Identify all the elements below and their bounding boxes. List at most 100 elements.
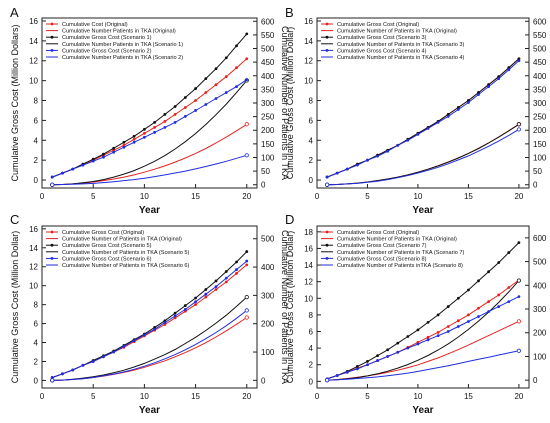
data-point	[173, 314, 177, 318]
data-point	[245, 250, 249, 253]
data-point	[235, 66, 238, 70]
data-point	[122, 145, 126, 149]
data-point	[173, 105, 177, 108]
y-left-tick-label: 14	[29, 244, 38, 253]
y-left-tick-label: 16	[304, 244, 313, 253]
plot-frame	[41, 225, 258, 389]
data-point	[91, 360, 95, 363]
data-point	[244, 153, 249, 158]
data-point	[112, 150, 116, 154]
data-point	[446, 330, 450, 333]
data-point	[456, 319, 460, 323]
data-point	[245, 78, 249, 82]
data-point	[245, 32, 249, 36]
y-left-tick-label: 18	[304, 228, 313, 237]
data-point	[467, 320, 470, 323]
y-right-tick-label: 250	[261, 113, 275, 122]
data-point	[112, 148, 116, 152]
data-point	[456, 106, 460, 109]
y-right-axis-title: Cumulative Number of Patients in TKA	[280, 26, 290, 180]
y-left-axis-title: Cumulative Gross Cost (Million Dollar)	[285, 231, 295, 384]
series-black-patients	[324, 122, 522, 187]
y-right-tick-label: 400	[533, 72, 547, 81]
x-tick-label: 15	[191, 392, 200, 401]
series-red-patients	[324, 319, 522, 383]
data-point	[204, 292, 208, 296]
data-point	[517, 241, 521, 245]
data-point	[446, 113, 450, 116]
data-point	[163, 113, 167, 116]
data-point	[122, 143, 126, 147]
data-point	[516, 319, 522, 324]
data-point	[50, 175, 54, 179]
data-point	[507, 286, 511, 289]
data-point	[194, 296, 197, 300]
data-point	[183, 307, 187, 311]
data-point	[376, 359, 379, 362]
data-point	[477, 279, 480, 283]
legend-label: Cumulative Number of Patients in TKA (Or…	[62, 237, 182, 243]
data-point	[487, 310, 491, 313]
data-point	[112, 350, 116, 354]
data-point	[71, 368, 75, 372]
data-point	[132, 339, 136, 343]
legend-label: Cumulative Number of Patients in TKA (Sc…	[62, 263, 190, 269]
legend-marker	[325, 230, 329, 234]
data-point	[153, 120, 157, 124]
data-point	[335, 171, 339, 175]
series-line	[52, 317, 248, 381]
series-red-patients	[324, 122, 522, 187]
x-axis-title: Year	[412, 405, 433, 416]
data-point	[507, 68, 511, 72]
series-red-cost	[325, 278, 521, 381]
data-point	[91, 159, 95, 163]
data-point	[456, 325, 460, 328]
x-tick-label: 5	[91, 192, 96, 201]
legend-label: Cumulative Gross Cost (Scenario 4)	[337, 48, 427, 54]
data-point	[386, 348, 390, 352]
data-point	[235, 44, 238, 48]
data-point	[406, 138, 410, 142]
x-tick-label: 0	[40, 392, 45, 401]
y-right-tick-label: 50	[533, 167, 542, 176]
y-right-tick-label: 200	[533, 126, 547, 135]
data-point	[396, 143, 400, 147]
data-point	[61, 171, 64, 175]
legend-label: Cumulative Number of Patients in TKA (Sc…	[337, 250, 465, 256]
data-point	[406, 346, 410, 350]
x-tick-label: 5	[365, 192, 370, 201]
data-point	[153, 125, 157, 129]
series-line	[327, 128, 520, 186]
y-left-tick-label: 0	[309, 377, 314, 386]
data-point	[487, 300, 491, 303]
y-left-tick-label: 14	[29, 37, 38, 46]
data-point	[497, 305, 501, 308]
series-line	[327, 320, 520, 381]
data-point	[142, 127, 146, 131]
legend-label: Cumulative Cost (Original)	[62, 22, 128, 28]
y-left-tick-label: 12	[29, 263, 38, 272]
data-point	[244, 315, 249, 320]
x-tick-label: 5	[91, 392, 96, 401]
data-point	[477, 306, 480, 310]
legend: Cumulative Gross Cost (Original)Cumulati…	[321, 22, 465, 61]
series-blue-patients	[50, 308, 249, 383]
data-point	[224, 56, 228, 60]
y-right-tick-label: 200	[261, 320, 275, 329]
legend-label: Cumulative Number of Patients in TKA (Sc…	[337, 55, 465, 61]
data-point	[516, 348, 522, 353]
x-tick-label: 10	[413, 192, 422, 201]
y-right-tick-label: 150	[533, 140, 547, 149]
legend-marker	[325, 257, 329, 260]
series-line	[327, 350, 520, 381]
data-point	[50, 378, 55, 383]
y-left-tick-label: 2	[34, 156, 39, 165]
data-point	[163, 125, 167, 129]
series-line	[326, 60, 520, 178]
legend-marker	[50, 243, 54, 247]
data-point	[516, 122, 522, 127]
data-point	[204, 91, 208, 94]
y-right-tick-label: 250	[533, 113, 547, 122]
data-point	[204, 77, 208, 81]
data-point	[396, 350, 400, 354]
